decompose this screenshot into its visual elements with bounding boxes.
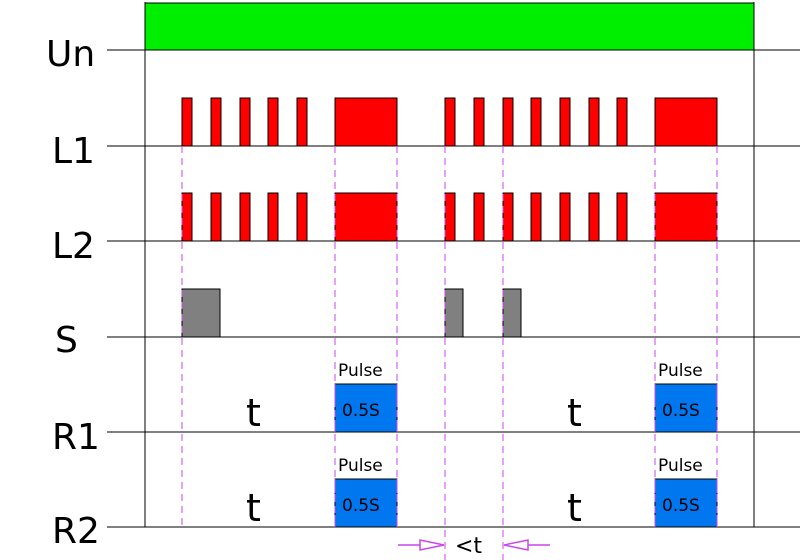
l2-pulse — [559, 192, 571, 242]
l1-pulse — [616, 97, 628, 147]
l2-pulse — [267, 192, 279, 242]
row-label-un: Un — [46, 34, 95, 75]
interval-label: <t — [455, 534, 482, 559]
l1-pulse — [181, 97, 193, 147]
l2-pulse — [616, 192, 628, 242]
row-label-s: S — [55, 320, 78, 361]
s-pulse — [181, 288, 221, 338]
l1-pulse — [239, 97, 251, 147]
r1-signal — [334, 383, 718, 433]
l2-pulse — [473, 192, 485, 242]
interval-arrow-right-icon — [419, 539, 445, 551]
l2-long-pulse — [334, 192, 398, 242]
r1-pulse-label: Pulse — [338, 361, 383, 381]
r1-delay-label: t — [567, 391, 582, 435]
s-signal — [181, 288, 522, 338]
r2-delay-label: t — [246, 486, 261, 530]
l1-pulse — [296, 97, 308, 147]
s-pulse — [502, 288, 522, 338]
r1-delay-label: t — [246, 391, 261, 435]
l2-pulse — [239, 192, 251, 242]
l1-long-pulse — [334, 97, 398, 147]
l2-long-pulse — [654, 192, 718, 242]
row-label-r1: R1 — [52, 417, 100, 458]
l2-pulse — [296, 192, 308, 242]
r2-duration-label: 0.5S — [662, 496, 700, 516]
r2-pulse-label: Pulse — [658, 456, 703, 476]
un-supply-signal — [144, 2, 755, 51]
s-pulse — [444, 288, 464, 338]
l2-pulse — [444, 192, 456, 242]
l1-pulse — [267, 97, 279, 147]
l2-pulse — [181, 192, 193, 242]
interval-arrow-left-icon — [503, 539, 529, 551]
r2-delay-label: t — [567, 486, 582, 530]
l1-pulse — [473, 97, 485, 147]
l1-long-pulse — [654, 97, 718, 147]
r1-pulse — [654, 383, 718, 433]
row-label-l1: L1 — [52, 131, 95, 172]
l1-pulse — [559, 97, 571, 147]
r2-signal — [334, 478, 718, 528]
row-label-l2: L2 — [52, 226, 95, 267]
guide-lines — [181, 146, 718, 560]
l1-pulse — [502, 97, 514, 147]
l2-pulse — [588, 192, 600, 242]
l1-pulse — [588, 97, 600, 147]
row-label-r2: R2 — [52, 511, 100, 552]
l1-pulse — [444, 97, 456, 147]
l2-pulse — [530, 192, 542, 242]
l1-signal — [181, 97, 718, 147]
r1-duration-label: 0.5S — [662, 401, 700, 421]
l1-pulse — [530, 97, 542, 147]
interval-arrows — [398, 539, 550, 551]
r2-pulse — [654, 478, 718, 528]
r1-duration-label: 0.5S — [342, 401, 380, 421]
l1-pulse — [210, 97, 222, 147]
r2-pulse — [334, 478, 398, 528]
r2-duration-label: 0.5S — [342, 496, 380, 516]
r1-pulse — [334, 383, 398, 433]
r2-pulse-label: Pulse — [338, 456, 383, 476]
l2-pulse — [210, 192, 222, 242]
l2-signal — [181, 192, 718, 242]
l2-pulse — [502, 192, 514, 242]
relay-box-dashes — [334, 384, 718, 527]
r1-pulse-label: Pulse — [658, 361, 703, 381]
